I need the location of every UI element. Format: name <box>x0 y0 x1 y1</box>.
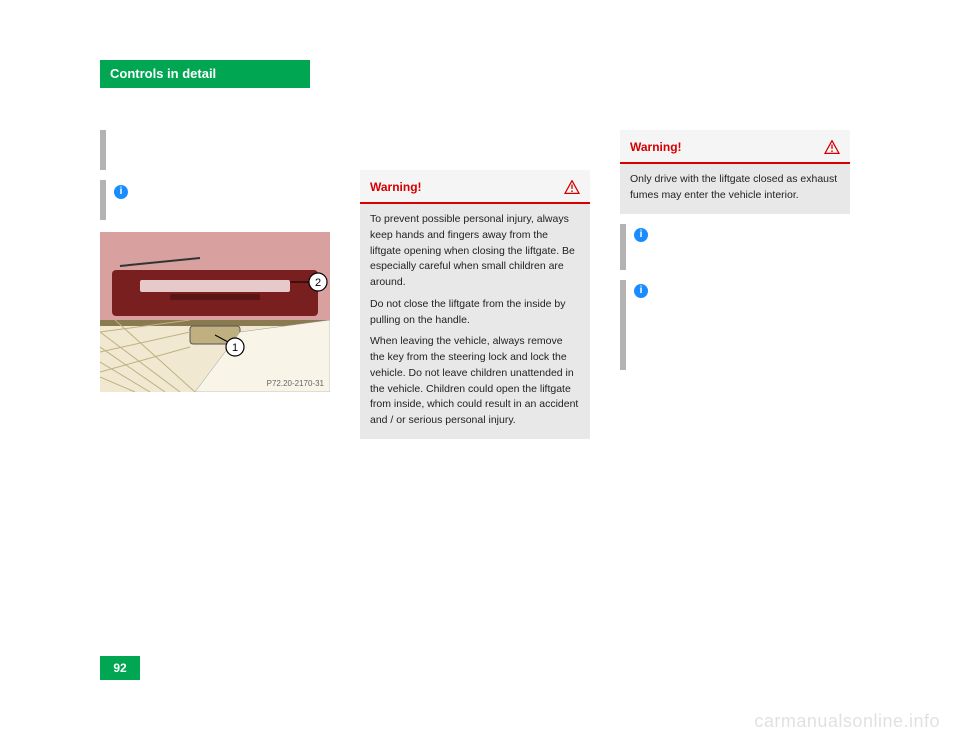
callout-2-label: 2 <box>315 277 321 289</box>
warning-body: To prevent possible personal injury, alw… <box>360 204 590 439</box>
info-icon: i <box>114 185 128 199</box>
warning-header: Warning! <box>360 170 590 204</box>
warning-box-small: Warning! Only drive with the liftgate cl… <box>620 130 850 214</box>
image-caption: P72.20-2170-31 <box>267 379 325 388</box>
warning-title: Warning! <box>370 178 422 196</box>
warning-triangle-icon <box>824 140 840 154</box>
warning-p3: When leaving the vehicle, always remove … <box>370 334 580 429</box>
warning-p2: Do not close the liftgate from the insid… <box>370 297 580 329</box>
watermark: carmanualsonline.info <box>754 711 940 732</box>
info-note: i <box>620 280 850 370</box>
warning-triangle-icon <box>564 180 580 194</box>
warning-body: Only drive with the liftgate closed as e… <box>620 164 850 214</box>
page-content: Controls in detail i <box>100 60 860 680</box>
warning-p1: Only drive with the liftgate closed as e… <box>630 172 840 204</box>
illustration-svg: 2 1 P72.20-2170-31 <box>100 232 330 392</box>
section-title: Controls in detail <box>110 66 216 81</box>
column-1: i <box>100 130 330 449</box>
callout-1-label: 1 <box>232 342 238 354</box>
info-note: i <box>100 180 330 220</box>
columns-container: i <box>100 130 850 449</box>
column-2: Warning! To prevent possible personal in… <box>360 130 590 449</box>
warning-p1: To prevent possible personal injury, alw… <box>370 212 580 291</box>
info-icon: i <box>634 284 648 298</box>
section-header: Controls in detail <box>100 60 310 88</box>
warning-title: Warning! <box>630 138 682 156</box>
liftgate-illustration: 2 1 P72.20-2170-31 <box>100 232 330 392</box>
info-icon: i <box>634 228 648 242</box>
warning-header: Warning! <box>620 130 850 164</box>
warning-box: Warning! To prevent possible personal in… <box>360 170 590 439</box>
info-note: i <box>620 224 850 270</box>
text-block <box>100 130 330 170</box>
column-3: Warning! Only drive with the liftgate cl… <box>620 130 850 449</box>
page-number: 92 <box>100 656 140 680</box>
